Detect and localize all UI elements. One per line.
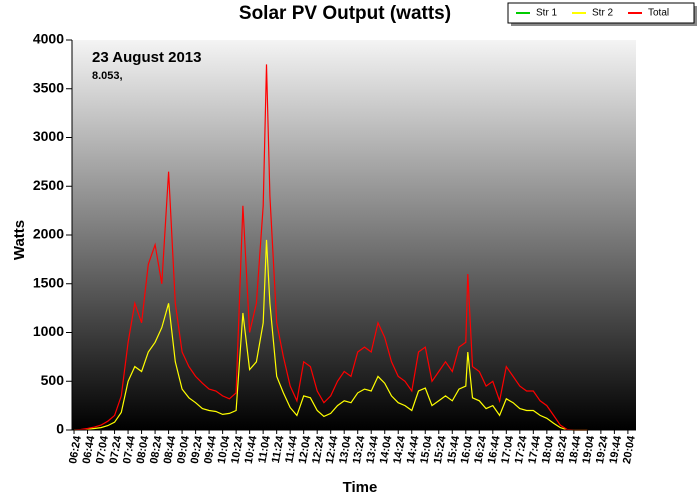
- series-line: [73, 239, 588, 431]
- x-tick-label: 19:04: [580, 434, 597, 465]
- layer: 0 500 1000 1500 2000 2500 3000 3500 4000 06:2406:…: [33, 8, 669, 465]
- y-tick-label: 500: [41, 372, 65, 388]
- x-tick-label: 14:44: [405, 434, 422, 465]
- x-tick-label: 14:24: [391, 434, 408, 465]
- x-tick-label: 17:04: [499, 434, 516, 465]
- x-tick-label: 12:04: [297, 434, 314, 465]
- x-tick-label: 08:44: [162, 434, 179, 465]
- x-tick-label: 11:04: [256, 434, 273, 464]
- legend-label: Total: [648, 8, 669, 19]
- y-tick-label: 2000: [33, 226, 64, 242]
- y-tick-label: 1500: [33, 274, 64, 290]
- x-tick-label: 12:24: [310, 434, 327, 465]
- x-tick-label: 10:04: [216, 434, 233, 465]
- y-tick-label: 1000: [33, 323, 64, 339]
- x-tick-label: 15:04: [418, 434, 435, 465]
- y-axis-label: Watts: [11, 220, 28, 260]
- x-tick-label: 08:04: [135, 434, 152, 465]
- x-tick-label: 18:04: [540, 434, 557, 465]
- x-tick-label: 09:04: [175, 434, 192, 465]
- x-tick-label: 16:04: [459, 434, 476, 465]
- x-tick-label: 10:24: [229, 434, 246, 465]
- x-tick-label: 06:24: [67, 434, 84, 465]
- x-tick-label: 11:24: [270, 434, 287, 464]
- legend: [507, 2, 695, 24]
- x-tick-label: 12:44: [324, 434, 341, 465]
- x-tick-label: 15:44: [445, 434, 462, 465]
- legend-label: Str 2: [592, 8, 614, 19]
- x-tick-label: 07:44: [121, 434, 138, 465]
- x-tick-label: 16:24: [472, 434, 489, 465]
- x-tick-label: 09:44: [202, 434, 219, 465]
- x-tick-label: 19:24: [594, 434, 611, 465]
- annotation: 8.053,: [92, 70, 123, 82]
- x-tick-label: 20:04: [621, 434, 638, 465]
- chart-title: Solar PV Output (watts): [239, 3, 451, 24]
- y-tick-label: 3000: [33, 128, 64, 144]
- y-tick-label: 2500: [33, 177, 64, 193]
- legend-label: Str 1: [536, 8, 558, 19]
- plot-area: [72, 40, 636, 430]
- x-tick-label: 19:44: [607, 434, 624, 465]
- x-tick-label: 16:44: [486, 434, 503, 465]
- x-tick-label: 10:44: [243, 434, 260, 465]
- y-tick-label: 4000: [33, 31, 64, 47]
- x-tick-label: 14:04: [378, 434, 395, 465]
- series-line: [73, 64, 588, 431]
- y-tick-label: 3500: [33, 79, 64, 95]
- x-tick-label: 06:44: [81, 434, 98, 465]
- x-axis-label: Time: [343, 479, 378, 496]
- x-tick-label: 08:24: [148, 434, 165, 465]
- x-tick-label: 11:44: [283, 434, 300, 464]
- annotation: 23 August 2013: [92, 49, 202, 66]
- x-tick-label: 13:24: [351, 434, 368, 465]
- x-tick-label: 07:24: [108, 434, 125, 465]
- x-tick-label: 07:04: [94, 434, 111, 465]
- x-tick-label: 15:24: [432, 434, 449, 465]
- x-tick-label: 17:44: [526, 434, 543, 465]
- x-tick-label: 13:04: [337, 434, 354, 465]
- y-tick-label: 0: [56, 421, 64, 437]
- x-tick-label: 17:24: [513, 434, 530, 465]
- x-tick-label: 18:24: [553, 434, 570, 465]
- x-tick-label: 18:44: [567, 434, 584, 465]
- x-tick-label: 09:24: [189, 434, 206, 465]
- x-tick-label: 13:44: [364, 434, 381, 465]
